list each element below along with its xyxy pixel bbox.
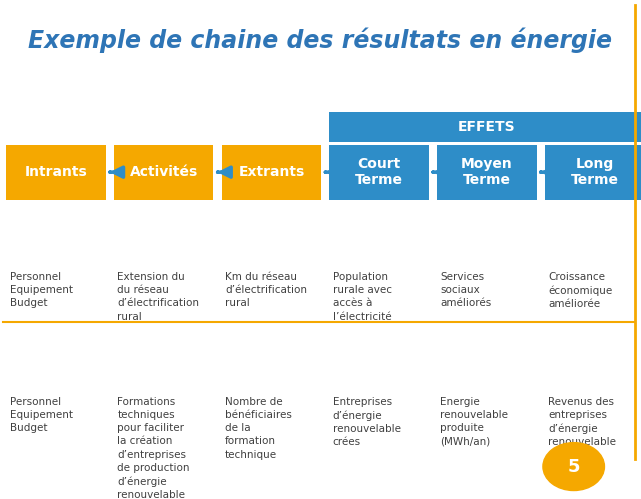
Text: Entreprises
d’énergie
renouvelable
crées: Entreprises d’énergie renouvelable crées <box>333 397 401 447</box>
Text: Extrants: Extrants <box>238 165 304 179</box>
Text: Intrants: Intrants <box>25 165 87 179</box>
FancyBboxPatch shape <box>222 145 321 200</box>
FancyBboxPatch shape <box>114 145 213 200</box>
Text: Energie
renouvelable
produite
(MWh/an): Energie renouvelable produite (MWh/an) <box>440 397 508 446</box>
Text: Revenus des
entreprises
d’énergie
renouvelable: Revenus des entreprises d’énergie renouv… <box>548 397 616 447</box>
Text: Formations
techniques
pour faciliter
la création
d’entreprises
de production
d’é: Formations techniques pour faciliter la … <box>117 397 190 499</box>
Text: Extension du
du réseau
d’électrification
rural: Extension du du réseau d’électrification… <box>117 272 199 321</box>
Text: Exemple de chaine des résultats en énergie: Exemple de chaine des résultats en énerg… <box>28 27 613 53</box>
Circle shape <box>543 443 604 491</box>
Text: 5: 5 <box>567 458 580 476</box>
Text: Long
Terme: Long Terme <box>570 157 619 187</box>
Text: Personnel
Equipement
Budget: Personnel Equipement Budget <box>10 397 72 433</box>
Text: Km du réseau
d’électrification
rural: Km du réseau d’électrification rural <box>225 272 307 308</box>
Text: Personnel
Equipement
Budget: Personnel Equipement Budget <box>10 272 72 308</box>
Text: Activités: Activités <box>129 165 198 179</box>
Text: Nombre de
bénéficiaires
de la
formation
technique: Nombre de bénéficiaires de la formation … <box>225 397 292 460</box>
FancyBboxPatch shape <box>437 145 537 200</box>
Text: Court
Terme: Court Terme <box>355 157 403 187</box>
Text: Moyen
Terme: Moyen Terme <box>461 157 513 187</box>
FancyBboxPatch shape <box>6 145 106 200</box>
FancyBboxPatch shape <box>329 112 641 142</box>
Text: Services
sociaux
améliorés: Services sociaux améliorés <box>440 272 492 308</box>
Text: Population
rurale avec
accès à
l’électricité: Population rurale avec accès à l’électri… <box>333 272 392 321</box>
Text: Croissance
économique
améliorée: Croissance économique améliorée <box>548 272 612 309</box>
Text: EFFETS: EFFETS <box>458 120 515 134</box>
FancyBboxPatch shape <box>329 145 429 200</box>
FancyBboxPatch shape <box>545 145 641 200</box>
